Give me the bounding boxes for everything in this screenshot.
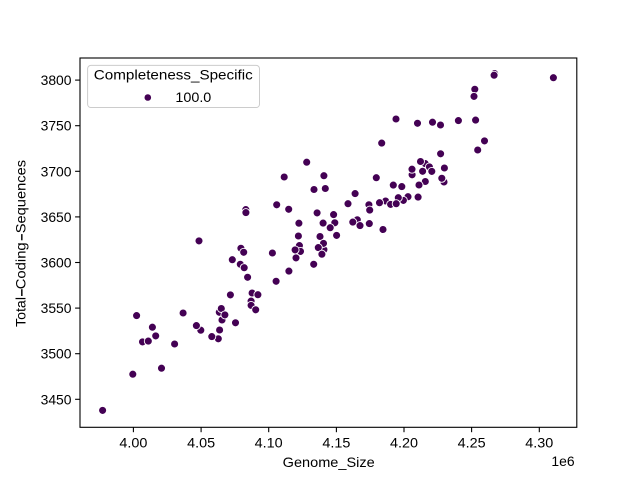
svg-text:3500: 3500	[41, 346, 72, 362]
svg-text:4.10: 4.10	[255, 435, 283, 451]
svg-text:3700: 3700	[41, 163, 72, 179]
svg-text:4.05: 4.05	[187, 435, 215, 451]
svg-text:1e6: 1e6	[551, 453, 574, 469]
svg-text:4.15: 4.15	[322, 435, 350, 451]
svg-text:Total: Total	[13, 297, 29, 327]
svg-text:4.00: 4.00	[119, 435, 147, 451]
svg-text:3600: 3600	[41, 255, 72, 271]
svg-text:Genome_Size: Genome_Size	[283, 454, 375, 470]
svg-text:3550: 3550	[41, 300, 72, 316]
svg-text:4.30: 4.30	[525, 435, 553, 451]
svg-text:3750: 3750	[41, 118, 72, 134]
svg-text:3650: 3650	[41, 209, 72, 225]
svg-text:4.20: 4.20	[390, 435, 418, 451]
svg-text:Sequences: Sequences	[13, 160, 29, 233]
svg-text:Coding: Coding	[13, 242, 29, 289]
svg-text:3800: 3800	[41, 72, 72, 88]
svg-text:3450: 3450	[41, 391, 72, 407]
svg-text:Completeness_Specific: Completeness_Specific	[94, 67, 253, 83]
svg-text:4.25: 4.25	[458, 435, 486, 451]
svg-text:100.0: 100.0	[175, 89, 211, 105]
